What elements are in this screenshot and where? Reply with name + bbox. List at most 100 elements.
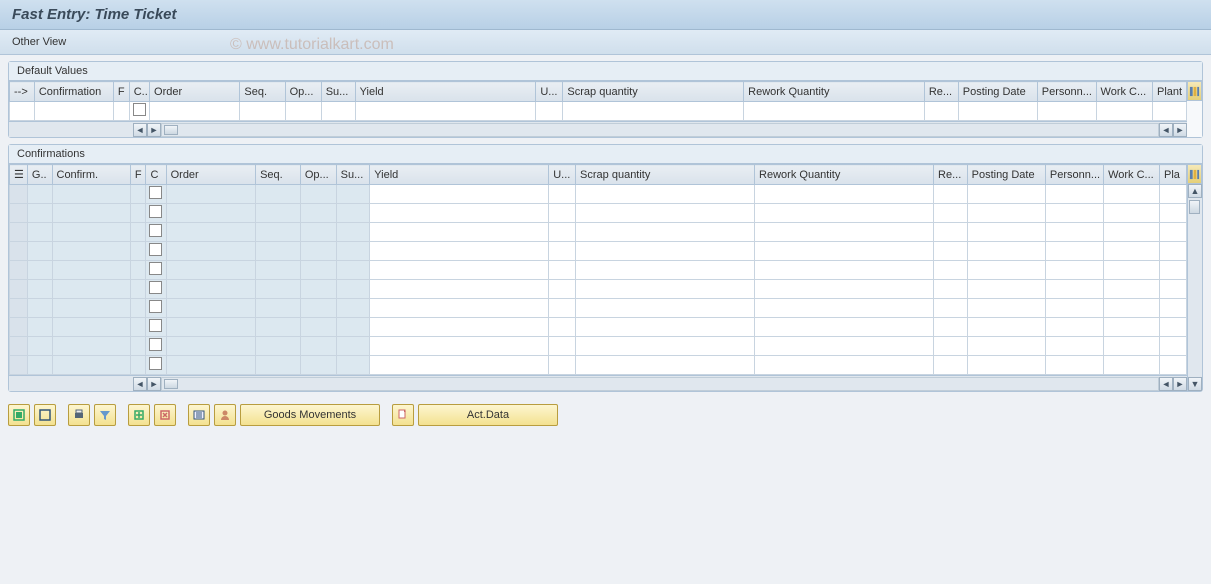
import-button[interactable] [154, 404, 176, 426]
cell-su[interactable] [336, 261, 370, 280]
act-data-button[interactable]: Act.Data [418, 404, 558, 426]
cell-op[interactable] [300, 242, 336, 261]
cell-personn[interactable] [1037, 102, 1096, 121]
cell-workc[interactable] [1104, 261, 1160, 280]
cell-u[interactable] [549, 337, 576, 356]
cell-re[interactable] [934, 318, 968, 337]
cell-plant[interactable] [1160, 337, 1187, 356]
confirmations-hscroll[interactable]: ◄ ► ◄ ► [9, 375, 1187, 391]
scroll-left-button[interactable]: ◄ [133, 377, 147, 391]
deselect-all-button[interactable] [34, 404, 56, 426]
cell-u[interactable] [549, 356, 576, 375]
cell-c[interactable] [146, 356, 166, 375]
cell-g[interactable] [27, 185, 52, 204]
cell-seq[interactable] [256, 280, 301, 299]
cell-scrap[interactable] [576, 280, 755, 299]
table-row[interactable] [10, 318, 1187, 337]
cell-f[interactable] [130, 261, 146, 280]
cell-su[interactable] [336, 299, 370, 318]
cell-workc[interactable] [1104, 280, 1160, 299]
cell-op[interactable] [300, 280, 336, 299]
checkbox[interactable] [149, 262, 162, 275]
cell-op[interactable] [300, 337, 336, 356]
cell-plant[interactable] [1160, 318, 1187, 337]
col-yield[interactable]: Yield [355, 82, 536, 102]
cell-workc[interactable] [1104, 318, 1160, 337]
cell-arrow[interactable] [10, 102, 35, 121]
cell-scrap[interactable] [576, 261, 755, 280]
checkbox[interactable] [149, 300, 162, 313]
cell-order[interactable] [166, 223, 256, 242]
col-su[interactable]: Su... [321, 82, 355, 102]
cell-c[interactable] [146, 261, 166, 280]
col-rework[interactable]: Rework Quantity [744, 82, 925, 102]
cell-f[interactable] [130, 318, 146, 337]
cell-rework[interactable] [755, 337, 934, 356]
cell-seq[interactable] [256, 299, 301, 318]
scroll-right-button[interactable]: ► [147, 377, 161, 391]
cell-scrap[interactable] [576, 242, 755, 261]
cell-yield[interactable] [370, 242, 549, 261]
column-config-button[interactable] [1187, 81, 1202, 101]
col-order[interactable]: Order [166, 165, 256, 185]
table-row[interactable] [10, 337, 1187, 356]
cell-g[interactable] [27, 204, 52, 223]
cell-plant[interactable] [1153, 102, 1187, 121]
row-selector[interactable] [10, 204, 28, 223]
scroll-thumb[interactable] [164, 379, 178, 389]
scroll-left-button[interactable]: ◄ [133, 123, 147, 137]
cell-re[interactable] [934, 356, 968, 375]
checkbox[interactable] [149, 186, 162, 199]
select-all-header[interactable]: ☰ [10, 165, 28, 185]
row-selector[interactable] [10, 261, 28, 280]
cell-f[interactable] [130, 299, 146, 318]
cell-re[interactable] [934, 204, 968, 223]
user-button[interactable] [214, 404, 236, 426]
cell-g[interactable] [27, 299, 52, 318]
scroll-right2-button[interactable]: ► [1173, 377, 1187, 391]
cell-rework[interactable] [755, 185, 934, 204]
column-config-button[interactable] [1187, 164, 1202, 184]
scroll-left2-button[interactable]: ◄ [1159, 377, 1173, 391]
cell-order[interactable] [166, 242, 256, 261]
cell-re[interactable] [934, 337, 968, 356]
cell-yield[interactable] [370, 185, 549, 204]
cell-c[interactable] [146, 280, 166, 299]
cell-op[interactable] [300, 356, 336, 375]
cell-op[interactable] [300, 185, 336, 204]
cell-c[interactable] [146, 223, 166, 242]
col-seq[interactable]: Seq. [240, 82, 285, 102]
col-su[interactable]: Su... [336, 165, 370, 185]
col-op[interactable]: Op... [285, 82, 321, 102]
cell-scrap[interactable] [576, 223, 755, 242]
cell-order[interactable] [166, 318, 256, 337]
cell-su[interactable] [336, 185, 370, 204]
row-selector[interactable] [10, 299, 28, 318]
cell-rework[interactable] [755, 261, 934, 280]
table-row[interactable] [10, 261, 1187, 280]
cell-posting[interactable] [967, 280, 1045, 299]
col-rework[interactable]: Rework Quantity [755, 165, 934, 185]
cell-workc[interactable] [1104, 299, 1160, 318]
cell-scrap[interactable] [576, 204, 755, 223]
cell-workc[interactable] [1096, 102, 1152, 121]
cell-seq[interactable] [256, 261, 301, 280]
cell-confirm[interactable] [52, 242, 130, 261]
cell-scrap[interactable] [576, 318, 755, 337]
cell-u[interactable] [549, 299, 576, 318]
col-seq[interactable]: Seq. [256, 165, 301, 185]
cell-op[interactable] [300, 299, 336, 318]
cell-posting[interactable] [967, 204, 1045, 223]
cell-seq[interactable] [256, 356, 301, 375]
row-selector[interactable] [10, 242, 28, 261]
cell-c[interactable] [146, 185, 166, 204]
cell-su[interactable] [336, 280, 370, 299]
cell-confirm[interactable] [52, 185, 130, 204]
cell-scrap[interactable] [576, 356, 755, 375]
cell-su[interactable] [336, 337, 370, 356]
scroll-up-button[interactable]: ▲ [1188, 184, 1202, 198]
cell-seq[interactable] [256, 204, 301, 223]
cell-personn[interactable] [1045, 318, 1103, 337]
checkbox[interactable] [149, 357, 162, 370]
cell-g[interactable] [27, 242, 52, 261]
